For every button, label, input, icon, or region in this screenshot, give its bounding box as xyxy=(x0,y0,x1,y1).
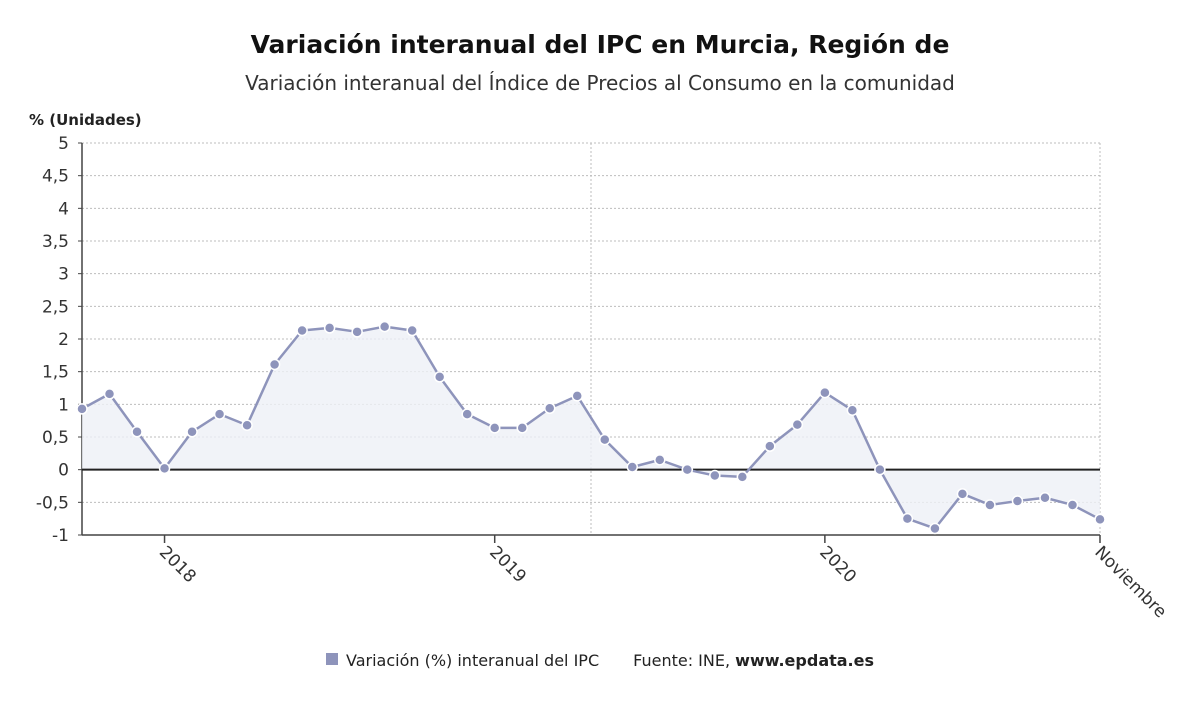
data-point xyxy=(654,454,666,466)
y-tick-label: 1 xyxy=(58,395,69,415)
y-tick-label: 1,5 xyxy=(42,363,69,383)
data-point xyxy=(1011,495,1024,507)
data-point xyxy=(626,461,639,473)
data-point xyxy=(76,403,88,415)
data-point xyxy=(929,522,941,535)
data-point xyxy=(213,408,226,420)
data-point xyxy=(323,322,336,334)
y-tick-label: 0 xyxy=(58,461,69,481)
data-point xyxy=(846,404,859,416)
data-point xyxy=(571,390,583,402)
source-site: www.epdata.es xyxy=(735,651,875,670)
data-point xyxy=(103,388,116,400)
legend-series-label: Variación (%) interanual del IPC xyxy=(345,651,600,670)
data-point xyxy=(681,463,694,476)
data-point xyxy=(736,471,749,483)
chart-subtitle: Variación interanual del Índice de Preci… xyxy=(245,71,955,95)
data-point xyxy=(984,499,996,511)
y-axis-label: % (Unidades) xyxy=(29,111,142,129)
legend-swatch xyxy=(325,652,338,665)
data-point xyxy=(241,419,253,431)
data-point xyxy=(599,433,611,446)
data-point xyxy=(351,326,363,338)
y-tick-label: 4 xyxy=(58,199,69,219)
y-tick-label: 3,5 xyxy=(42,232,69,252)
chart-title: Variación interanual del IPC en Murcia, … xyxy=(250,30,950,59)
y-tick-label: 3 xyxy=(58,265,69,285)
data-point xyxy=(764,440,776,452)
data-point xyxy=(488,422,501,434)
data-point xyxy=(461,408,473,420)
y-tick-label: 4,5 xyxy=(42,167,69,187)
data-point xyxy=(874,463,886,476)
data-point xyxy=(158,462,171,475)
data-point xyxy=(1094,513,1106,526)
source-note: Fuente: INE, www.epdata.es xyxy=(633,651,874,670)
data-point xyxy=(1066,499,1079,511)
data-point xyxy=(516,422,528,434)
source-label: Fuente: INE, xyxy=(633,651,731,670)
y-tick-label: 0,5 xyxy=(42,428,69,448)
data-point xyxy=(709,469,721,482)
data-point xyxy=(378,320,391,333)
x-tick-label: 2018 xyxy=(155,542,200,587)
y-tick-label: -0,5 xyxy=(36,493,69,513)
data-point xyxy=(1039,492,1051,504)
data-point xyxy=(819,386,831,399)
y-tick-label: 2,5 xyxy=(42,297,69,317)
data-point xyxy=(791,418,804,431)
data-point xyxy=(296,324,308,337)
data-point xyxy=(186,426,198,438)
data-point xyxy=(901,512,914,525)
data-point xyxy=(406,324,418,337)
data-point xyxy=(268,358,281,371)
data-point xyxy=(433,371,446,383)
y-tick-label: 5 xyxy=(58,134,69,154)
x-tick-label: Noviembre xyxy=(1090,542,1170,622)
data-point xyxy=(956,488,969,500)
y-tick-label: -1 xyxy=(52,526,69,546)
data-point xyxy=(131,426,143,438)
series-area xyxy=(82,326,1100,529)
x-tick-label: 2019 xyxy=(485,542,530,587)
x-tick-label: 2020 xyxy=(815,542,860,587)
legend: Variación (%) interanual del IPC Fuente: … xyxy=(0,650,1200,670)
data-point xyxy=(543,402,556,415)
y-tick-label: 2 xyxy=(58,330,69,350)
